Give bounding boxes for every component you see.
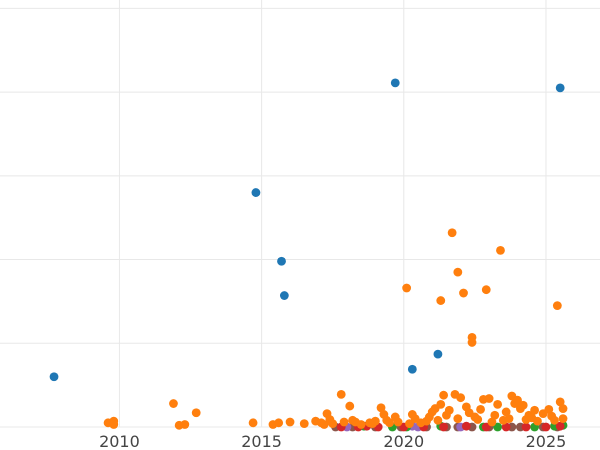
data-point [385,418,394,428]
data-point [493,422,503,432]
data-point [456,393,466,403]
data-point [328,419,338,429]
data-point [49,372,59,382]
data-point [453,267,463,277]
data-point [530,405,539,415]
data-point [481,285,491,295]
data-point [453,414,463,424]
data-point [490,410,500,420]
data-point [376,403,386,413]
data-point [493,399,503,409]
data-point [461,421,471,431]
data-point [504,414,514,424]
data-point [533,416,542,426]
data-point [251,188,261,197]
data-point [345,401,355,411]
data-point [180,420,190,429]
data-point [513,395,522,405]
data-point [552,301,562,310]
data-point [518,400,528,410]
data-point [370,416,380,426]
data-point [555,421,565,431]
y-gridlines [0,7,600,428]
data-point [407,364,417,374]
data-point [447,228,457,238]
data-point [319,420,329,429]
data-point [484,394,494,403]
data-point [467,338,477,347]
data-point [555,397,565,407]
data-point [459,288,468,298]
data-points [49,78,568,432]
data-point [248,418,258,428]
data-point [274,418,284,428]
data-point [558,404,568,413]
data-point [439,422,449,432]
data-point [405,419,414,429]
data-point [487,417,497,427]
data-point [476,405,485,414]
x-tick-label: 2010 [99,432,140,450]
data-point [555,83,565,93]
data-point [473,415,483,424]
x-tick-label: 2015 [241,432,282,450]
data-point [439,390,449,400]
data-point [501,407,511,417]
data-point [436,296,446,305]
data-point [436,399,446,409]
data-point [558,414,568,424]
data-point [109,420,119,429]
data-point [356,420,366,429]
data-point [433,349,443,359]
x-tick-label: 2020 [383,432,424,450]
data-point [336,389,346,399]
data-point [496,245,505,255]
data-point [390,78,400,88]
data-point [191,408,201,418]
data-point [402,283,412,293]
x-tick-label: 2025 [526,432,567,450]
data-point [521,422,531,432]
data-point [544,405,554,414]
data-point [339,417,349,427]
data-point [169,399,178,408]
data-point [433,415,443,425]
data-point [541,422,551,432]
data-point [393,417,403,427]
data-point [279,291,289,300]
data-point [444,405,454,415]
data-point [285,417,295,427]
data-point [501,422,511,432]
data-point [299,419,309,429]
data-point [481,422,491,432]
data-point [550,415,559,425]
x-tick-labels: 2010 2015 2020 2025 [99,432,566,450]
data-point [277,256,286,266]
x-gridlines [118,0,547,427]
